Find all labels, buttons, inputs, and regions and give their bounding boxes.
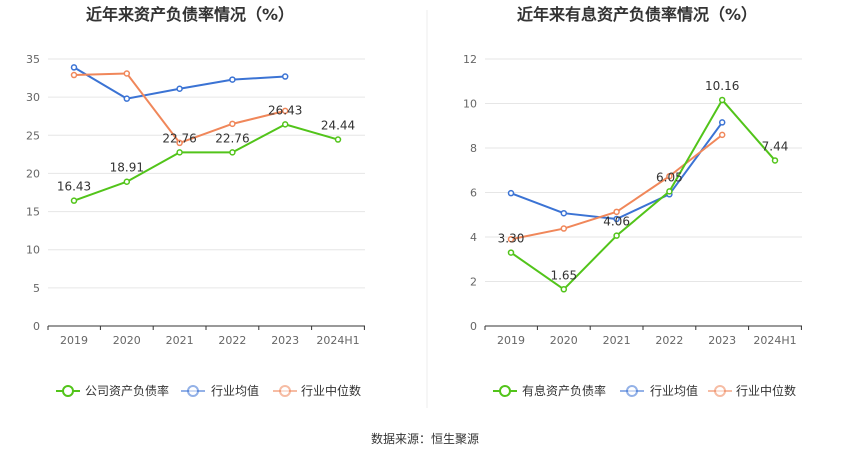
y-tick-label: 2 [470, 276, 477, 289]
legend-marker-company [62, 385, 74, 397]
legend-marker-median [714, 385, 726, 397]
data-label: 6.05 [656, 170, 683, 184]
data-point-median [666, 173, 673, 180]
data-point-company [123, 178, 131, 185]
y-tick-label: 6 [470, 187, 477, 200]
data-point-company [281, 121, 289, 128]
y-tick-label: 8 [470, 142, 477, 155]
legend-label-median: 行业中位数 [736, 383, 796, 398]
data-point-company [507, 249, 515, 256]
x-tick-label: 2021 [166, 334, 194, 347]
x-tick-label: 2019 [60, 334, 88, 347]
series-line-company [73, 123, 339, 202]
data-label: 22.76 [215, 131, 249, 145]
data-label: 1.65 [550, 268, 577, 282]
data-label: 24.44 [321, 119, 355, 133]
x-tick-label: 2020 [550, 334, 578, 347]
y-tick-label: 20 [26, 167, 40, 180]
legend-label-avg: 行业均值 [211, 383, 259, 398]
y-tick-label: 0 [33, 320, 40, 333]
legend-label-avg: 行业均值 [650, 383, 698, 398]
series-line-avg [510, 121, 724, 220]
data-point-median [123, 70, 131, 77]
data-point-company [176, 149, 183, 156]
interest-debt-ratio-chart: 近年来有息资产负债率情况（%） 0 2 4 6 8 10 12 2019 2020 2021 2022… [463, 5, 802, 398]
debt-ratio-chart: 近年来资产负债率情况（%） 0 5 10 15 20 25 30 35 2019 2020 2021 2… [26, 5, 365, 398]
data-point-company [718, 96, 726, 104]
data-point-company [771, 157, 779, 164]
data-label: 4.06 [603, 215, 630, 229]
data-point-company [70, 197, 78, 204]
data-point-company [229, 149, 236, 156]
y-tick-label: 0 [470, 320, 477, 333]
data-point-company [613, 232, 620, 239]
y-tick-label: 10 [26, 244, 40, 257]
data-point-median [560, 225, 568, 232]
y-tick-label: 25 [26, 129, 40, 142]
data-point-avg [229, 76, 236, 83]
data-point-median [613, 208, 620, 216]
x-tick-label: 2022 [655, 334, 683, 347]
data-point-company [666, 188, 673, 195]
legend-marker-avg [187, 385, 199, 397]
x-tick-label: 2021 [603, 334, 631, 347]
data-point-median [229, 120, 236, 128]
data-point-median [507, 235, 515, 243]
legend-marker-company [499, 385, 511, 397]
x-tick-label: 2024H1 [316, 334, 359, 347]
data-point-avg [123, 95, 131, 102]
y-tick-label: 12 [463, 53, 477, 66]
data-label: 10.16 [705, 79, 739, 93]
data-label: 3.30 [498, 232, 525, 246]
y-tick-label: 4 [470, 231, 477, 244]
data-point-median [281, 107, 289, 115]
legend-marker-median [279, 385, 291, 397]
data-label: 7.44 [762, 139, 789, 153]
data-point-avg [176, 85, 183, 93]
legend-label-company: 公司资产负债率 [85, 383, 169, 398]
legend-label-company: 有息资产负债率 [522, 383, 606, 398]
data-point-company [560, 286, 568, 293]
y-tick-label: 35 [26, 53, 40, 66]
x-tick-label: 2023 [708, 334, 736, 347]
data-point-avg [613, 215, 620, 223]
data-source: 数据来源：恒生聚源 [371, 431, 479, 446]
data-label: 26.43 [268, 103, 302, 117]
x-tick-label: 2023 [271, 334, 299, 347]
chart-title: 近年来有息资产负债率情况（%） [517, 5, 757, 24]
data-label: 16.43 [57, 180, 91, 194]
data-point-avg [718, 119, 726, 126]
data-point-median [176, 139, 183, 147]
x-tick-label: 2024H1 [753, 334, 796, 347]
data-point-median [718, 131, 726, 139]
data-point-avg [560, 209, 568, 217]
x-tick-label: 2022 [218, 334, 246, 347]
y-tick-label: 10 [463, 98, 477, 111]
data-point-median [70, 71, 78, 79]
data-label: 18.91 [110, 161, 144, 175]
y-tick-label: 5 [33, 282, 40, 295]
data-point-avg [70, 64, 78, 71]
data-label: 22.76 [162, 131, 196, 145]
data-point-avg [281, 73, 289, 80]
series-line-avg [73, 66, 286, 100]
y-tick-label: 30 [26, 91, 40, 104]
data-point-avg [507, 189, 515, 197]
data-point-company [334, 136, 342, 143]
chart-title: 近年来资产负债率情况（%） [86, 5, 294, 24]
series-line-company [510, 98, 776, 291]
legend-marker-avg [626, 385, 638, 397]
legend-label-median: 行业中位数 [301, 383, 361, 398]
x-tick-label: 2020 [113, 334, 141, 347]
y-tick-label: 15 [26, 206, 40, 219]
x-tick-label: 2019 [497, 334, 525, 347]
